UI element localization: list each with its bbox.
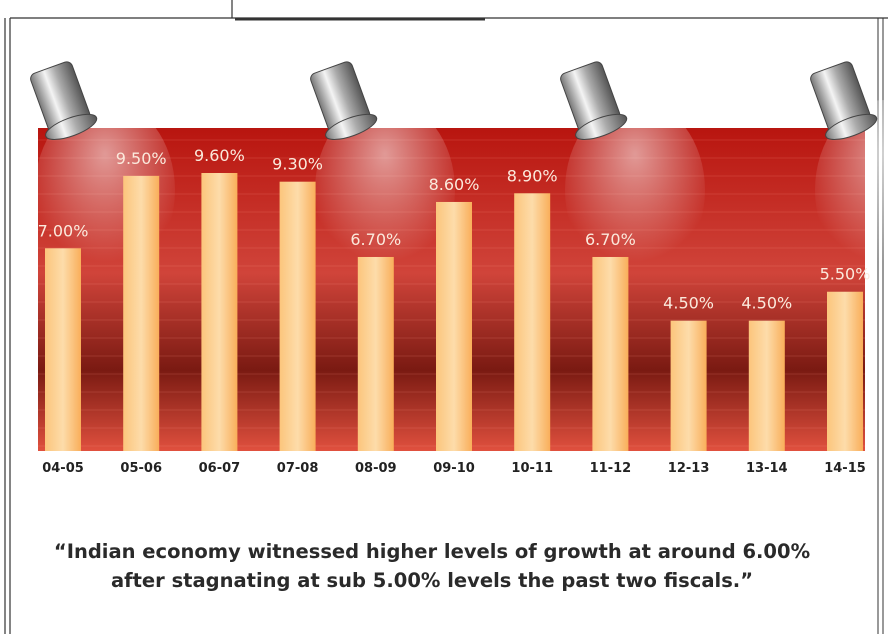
bar bbox=[592, 256, 629, 451]
value-label: 5.50% bbox=[820, 265, 871, 284]
bar bbox=[357, 256, 394, 451]
spotlight-rim bbox=[575, 113, 628, 140]
x-tick-label: 05-06 bbox=[120, 461, 162, 476]
bar bbox=[670, 320, 707, 451]
x-tick-label: 10-11 bbox=[511, 461, 553, 476]
spotlight-rim bbox=[45, 113, 98, 140]
light-glow bbox=[815, 100, 888, 280]
x-tick-label: 13-14 bbox=[746, 461, 788, 476]
bar bbox=[827, 291, 863, 451]
bar bbox=[279, 181, 316, 451]
value-label: 9.30% bbox=[272, 155, 323, 174]
light-glow bbox=[565, 100, 705, 280]
light-glow bbox=[315, 100, 455, 280]
spotlight-rim bbox=[325, 113, 378, 140]
spotlight bbox=[810, 61, 878, 140]
spotlight bbox=[560, 61, 628, 140]
bar bbox=[45, 248, 81, 451]
value-label: 9.60% bbox=[194, 146, 245, 165]
value-label: 8.90% bbox=[507, 166, 558, 185]
x-tick-label: 11-12 bbox=[590, 461, 632, 476]
bar bbox=[748, 320, 785, 451]
value-label: 9.50% bbox=[116, 149, 167, 168]
bar bbox=[123, 175, 160, 452]
value-label: 6.70% bbox=[350, 230, 401, 249]
bar bbox=[514, 193, 551, 452]
value-label: 4.50% bbox=[741, 294, 792, 313]
x-tick-label: 12-13 bbox=[668, 461, 710, 476]
spotlight bbox=[310, 61, 378, 140]
x-tick-label: 06-07 bbox=[199, 461, 241, 476]
bar bbox=[436, 201, 472, 451]
value-label: 4.50% bbox=[663, 294, 714, 313]
x-tick-label: 07-08 bbox=[277, 461, 319, 476]
x-tick-label: 14-15 bbox=[824, 461, 866, 476]
x-tick-label: 04-05 bbox=[42, 461, 84, 476]
spotlight bbox=[30, 61, 98, 140]
bar bbox=[201, 173, 238, 451]
value-label: 7.00% bbox=[38, 221, 89, 240]
x-tick-label: 08-09 bbox=[355, 461, 397, 476]
value-label: 8.60% bbox=[429, 175, 480, 194]
value-label: 6.70% bbox=[585, 230, 636, 249]
x-tick-label: 09-10 bbox=[433, 461, 475, 476]
caption-line: after stagnating at sub 5.00% levels the… bbox=[111, 569, 753, 592]
caption-line: “Indian economy witnessed higher levels … bbox=[54, 540, 810, 563]
spotlight-rim bbox=[825, 113, 878, 140]
